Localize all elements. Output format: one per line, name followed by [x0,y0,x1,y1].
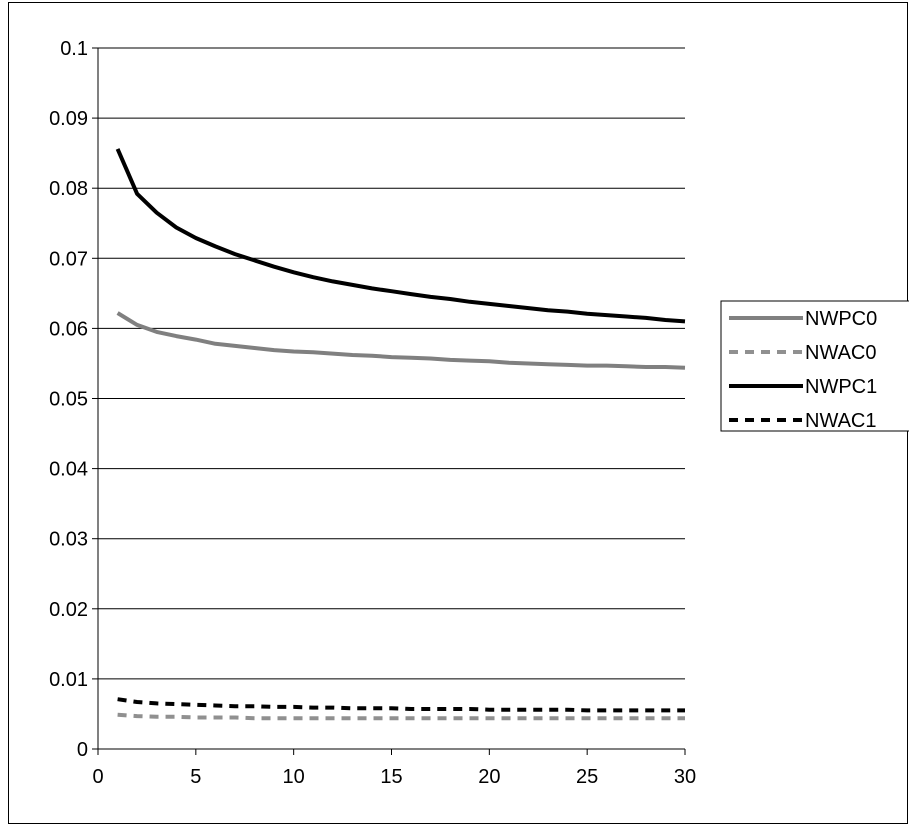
series-line-nwac0 [117,712,685,721]
axes [92,47,686,755]
series-line-nwpc1 [115,148,686,324]
x-axis-tick-labels: 0 5 10 15 20 25 30 [92,766,696,788]
y-tick-label: 0.07 [49,248,88,270]
y-tick-label: 0.1 [60,38,88,60]
y-tick-label: 0.02 [49,599,88,621]
x-tick-label: 0 [92,766,103,788]
legend-label-nwac1: NWAC1 [805,410,876,432]
x-tick-label: 15 [380,766,402,788]
x-tick-label: 10 [283,766,305,788]
legend-label-nwpc0: NWPC0 [805,308,877,330]
x-tick-label: 5 [190,766,201,788]
y-tick-label: 0.09 [49,108,88,130]
line-chart: 0 0.01 0.02 0.03 0.04 0.05 0.06 0.07 0.08 0.09 0.1… [49,38,909,788]
y-tick-label: 0.04 [49,459,88,481]
legend-label-nwac0: NWAC0 [805,342,876,364]
chart-frame: 0 0.01 0.02 0.03 0.04 0.05 0.06 0.07 0.08 0.09 0.1… [8,2,909,824]
legend-box [720,300,909,432]
y-tick-label: 0.06 [49,318,88,340]
y-tick-label: 0.05 [49,389,88,411]
x-tick-label: 25 [576,766,598,788]
series-line-nwpc0 [116,311,686,370]
legend-label-nwpc1: NWPC1 [805,376,877,398]
x-tick-label: 30 [674,766,696,788]
legend: NWPC0 NWAC0 NWPC1 NWAC1 [720,300,909,432]
series-lines [115,148,686,721]
y-tick-label: 0 [77,739,88,761]
y-axis-tick-labels: 0 0.01 0.02 0.03 0.04 0.05 0.06 0.07 0.08 0.09 0.1 [49,38,88,761]
gridlines [98,47,685,680]
y-tick-label: 0.03 [49,529,88,551]
x-tick-label: 20 [478,766,500,788]
y-tick-label: 0.01 [49,669,88,691]
y-tick-label: 0.08 [49,178,88,200]
series-line-nwac1 [117,697,685,713]
